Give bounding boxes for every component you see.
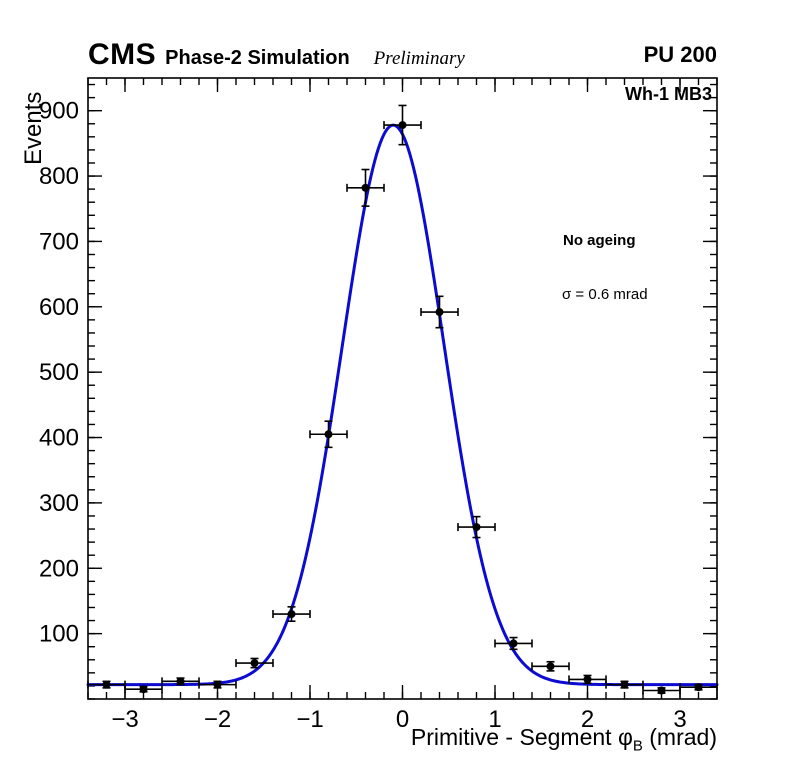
data-point [213, 680, 222, 689]
data-point [139, 685, 148, 694]
data-point [287, 610, 296, 619]
y-tick-label: 600 [39, 294, 79, 321]
phi-symbol: φ [617, 724, 633, 750]
x-tick-label: −3 [111, 706, 138, 733]
data-point [694, 683, 703, 692]
y-tick-label: 700 [39, 228, 79, 255]
y-tick-label: 300 [39, 490, 79, 517]
data-point [398, 121, 407, 130]
x-axis-title: Primitive - Segment φB (mrad) [411, 724, 717, 755]
y-axis-title: Events [20, 91, 47, 165]
data-point [583, 675, 592, 684]
data-point [250, 659, 259, 668]
data-point [472, 523, 481, 532]
y-tick-label: 500 [39, 359, 79, 386]
fit-curve [86, 123, 719, 687]
data-point [657, 686, 666, 695]
region-label: Wh-1 MB3 [625, 84, 712, 104]
x-axis-title-unit: (mrad) [642, 724, 717, 750]
x-tick-label: 0 [396, 706, 409, 733]
x-axis-title-main: Primitive - Segment [410, 724, 618, 750]
y-tick-label: 200 [39, 555, 79, 582]
x-tick-label: 1 [488, 706, 501, 733]
sigma-value-label: σ = 0.6 mrad [562, 286, 648, 303]
preliminary-label: Preliminary [373, 48, 465, 69]
x-tick-label: 3 [673, 706, 686, 733]
cms-label: CMS [88, 38, 157, 71]
data-point [102, 680, 111, 689]
x-tick-label: −2 [204, 706, 231, 733]
ageing-scenario-label: No ageing [563, 232, 636, 249]
y-tick-label: 400 [39, 425, 79, 452]
y-tick-label: 900 [39, 98, 79, 125]
y-tick-label: 100 [39, 621, 79, 648]
data-point [176, 677, 185, 686]
data-point [620, 680, 629, 689]
data-point [435, 308, 444, 317]
data-point [361, 183, 370, 192]
y-tick-label: 800 [39, 163, 79, 190]
data-point [324, 430, 333, 439]
plot-frame [87, 77, 718, 700]
phi-subscript-b: B [632, 737, 643, 755]
phase2-simulation-label: Phase-2 Simulation [165, 47, 350, 69]
plot-header: CMS Phase-2 Simulation Preliminary [88, 38, 465, 72]
data-point [546, 662, 555, 671]
data-point [509, 639, 518, 648]
x-tick-label: −1 [296, 706, 323, 733]
pileup-label: PU 200 [643, 42, 717, 67]
x-tick-label: 2 [581, 706, 594, 733]
